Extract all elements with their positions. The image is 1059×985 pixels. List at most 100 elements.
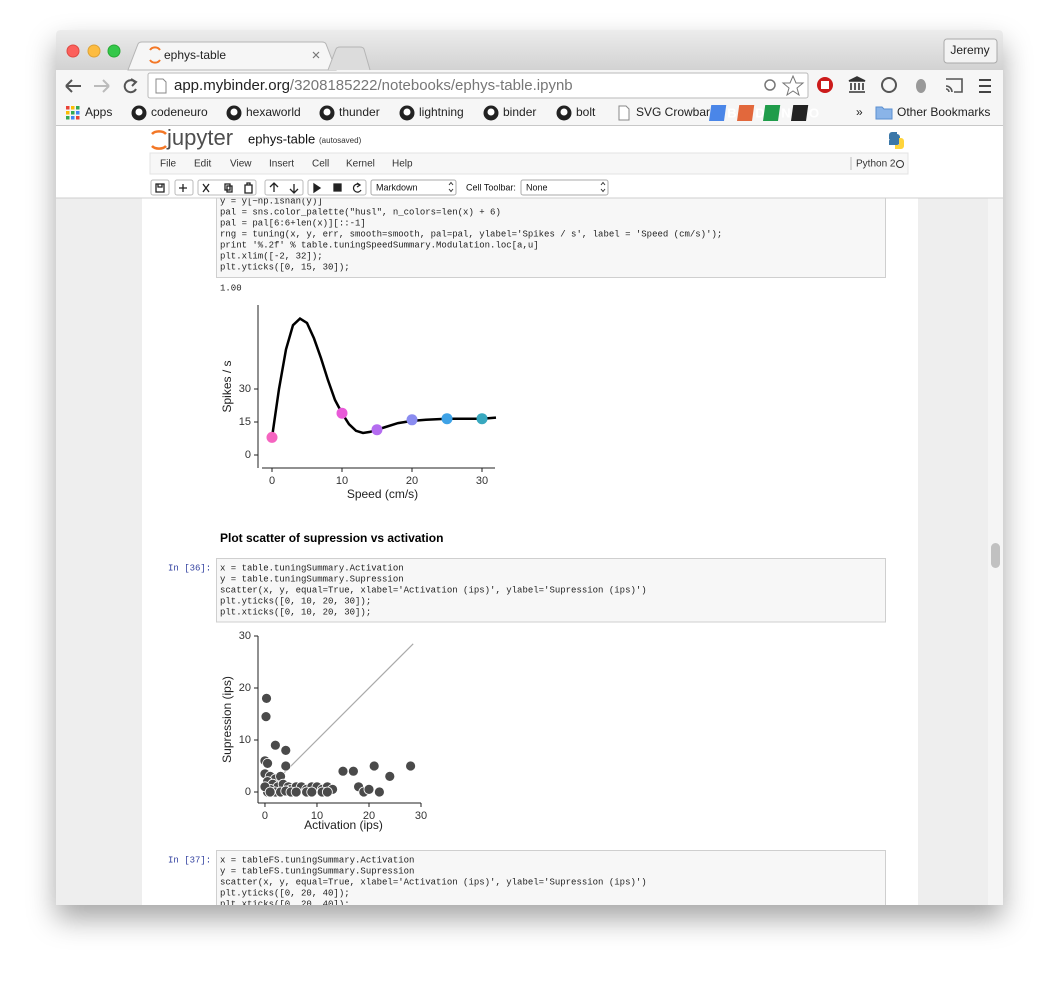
bookmarklet-icon[interactable] [762,105,781,121]
toolbar-icon [244,182,253,194]
reload-button[interactable] [123,78,138,94]
forward-button[interactable] [94,79,110,93]
bookmark-label[interactable]: lightning [419,105,464,119]
notebook-name[interactable]: ephys-table [248,131,315,146]
github-icon [323,108,331,116]
bookmark-label[interactable]: SVG Crowbar [636,105,710,119]
code-line: plt.yticks([0, 20, 40]); [220,888,350,898]
x-tick-label: 0 [262,810,268,822]
cell-type-select[interactable] [370,179,457,196]
menu-item[interactable]: Kernel [346,159,375,170]
scatter-point [337,765,349,777]
menu-icon[interactable] [979,79,991,93]
new-tab[interactable] [327,46,371,71]
apps-icon [66,106,70,110]
bookmark-label[interactable]: O [809,105,819,120]
bookmark-star[interactable] [781,74,805,97]
toolbar-icon [352,182,362,193]
toolbar-icon [202,183,210,193]
bookmark-label[interactable]: binder [503,105,536,119]
user-name: Jeremy [950,43,989,57]
scatter-point [261,693,272,704]
bookmark-label[interactable]: thunder [339,105,380,119]
github-icon [560,108,568,116]
bookmark-label[interactable]: hexaworld [246,105,301,119]
cell-toolbar-select[interactable] [520,179,609,196]
cell-prompt: In [37]: [168,855,211,865]
menu-item[interactable]: File [160,159,177,170]
x-tick-label: 10 [336,475,348,487]
x-tick-label: 20 [363,810,375,822]
zoom-button[interactable] [107,44,121,58]
address-bar[interactable] [147,72,809,99]
url-host: app.mybinder.org [174,77,290,94]
menu-item[interactable]: Cell [312,159,329,170]
code-line: pal = pal[6:6+len(x)][::-1] [220,218,366,228]
scatter-point [321,786,333,798]
x-axis-label: Speed (cm/s) [347,487,418,501]
y-tick-label: 0 [245,449,251,461]
extension-icon [821,81,829,89]
extension-icon[interactable] [848,76,866,93]
cell-toolbar-label: Cell Toolbar: [466,182,516,192]
minimize-button[interactable] [87,44,101,58]
scatter-point [405,760,416,772]
close-button[interactable] [66,44,80,58]
back-button[interactable] [65,79,81,93]
toolbar-icon [269,182,279,192]
extension-icon[interactable] [916,79,926,93]
bookmark-label[interactable]: N [781,105,790,120]
bookmark-label[interactable]: bolt [576,105,596,119]
scrollbar-thumb[interactable] [991,543,1000,568]
cast-icon[interactable] [945,78,963,93]
scatter-point [262,758,273,769]
bookmarklet-icon[interactable] [790,105,809,121]
menu-item[interactable]: Help [392,159,413,170]
tab-close[interactable] [312,51,320,59]
data-point [441,413,453,425]
menu-item[interactable]: View [230,159,252,170]
apps-icon [66,116,70,120]
bookmarklet-icon[interactable] [708,105,727,121]
bookmark-label[interactable]: Apps [85,105,112,119]
python-logo [895,138,904,149]
url-path: /3208185222/notebooks/ephys-table.ipynb [290,77,573,94]
code-line: y = table.tuningSummary.Supression [220,574,404,584]
y-tick-label: 30 [239,630,251,642]
code-line: plt.xlim([-2, 32]); [220,251,323,261]
bookmark-label[interactable]: B [727,105,736,120]
code-line: scatter(x, y, equal=True, xlabel='Activa… [220,585,647,595]
folder-icon [875,106,893,120]
user-button[interactable] [943,38,998,64]
menu-item[interactable]: Edit [194,159,211,170]
apps-icon [71,116,75,120]
bookmark-label[interactable]: Other Bookmarks [897,105,990,119]
github-icon [135,108,143,116]
data-point [371,424,383,436]
bookmarklet-icon[interactable] [736,105,755,121]
jupyter-logo[interactable]: jupyter [166,125,233,150]
toolbar-icon [224,183,233,193]
url: app.mybinder.org/3208185222/notebooks/ep… [174,77,573,94]
bookmark-label[interactable]: D [755,105,764,120]
menu-item[interactable]: Insert [269,159,294,170]
active-tab[interactable] [127,41,337,71]
toolbar-icon [155,183,165,193]
github-icon [230,108,238,116]
scatter-point [290,786,302,798]
y-tick-label: 20 [239,682,251,694]
bookmark-label[interactable]: codeneuro [151,105,208,119]
apps-icon [71,106,75,110]
extension-icon[interactable] [881,77,897,93]
zoom-icon[interactable] [764,79,776,91]
scatter-point [306,786,318,798]
bookmark-label[interactable]: » [856,105,863,119]
cell-prompt: In [36]: [168,563,211,573]
kernel-name: Python 2 [856,159,896,170]
x-tick-label: 10 [311,810,323,822]
scatter-point [280,760,292,772]
scatter-point [264,786,276,798]
kernel-indicator [896,160,904,168]
toolbar-button[interactable] [199,181,216,194]
